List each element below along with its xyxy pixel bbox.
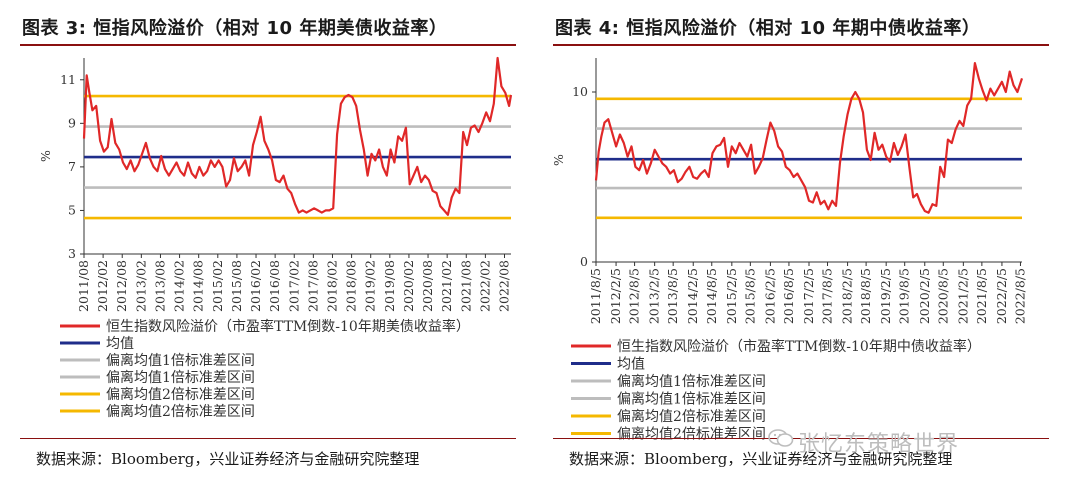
x-tick-label: 2016/8/5 — [781, 268, 796, 324]
x-tick-label: 2021/08 — [458, 260, 473, 312]
source-note: 数据来源：Bloomberg，兴业证券经济与金融研究院整理 — [569, 450, 953, 468]
x-tick-label: 2013/08 — [152, 260, 167, 312]
x-tick-label: 2022/02 — [477, 260, 492, 312]
legend-label: 偏离均值1倍标准差区间 — [617, 373, 766, 390]
x-tick-label: 2017/08 — [305, 260, 320, 312]
x-tick-label: 2015/08 — [229, 260, 244, 312]
title-divider — [20, 44, 516, 46]
x-tick-label: 2016/02 — [248, 260, 263, 312]
chart-title: 图表 4: 恒指风险溢价（相对 10 年期中债收益率） — [555, 18, 981, 39]
x-tick-label: 2015/02 — [210, 260, 225, 312]
y-axis-label: % — [38, 150, 53, 162]
risk-premium-line — [82, 56, 513, 216]
watermark: 张忆东策略世界 — [798, 432, 960, 457]
x-tick-label: 2018/8/5 — [858, 268, 873, 324]
x-tick-label: 2012/08 — [114, 260, 129, 312]
x-tick-label: 2014/2/5 — [685, 268, 700, 324]
y-tick-label: 7 — [68, 159, 76, 174]
x-tick-label: 2015/8/5 — [742, 268, 757, 324]
x-tick-label: 2020/8/5 — [935, 268, 950, 324]
x-tick-label: 2020/08 — [420, 260, 435, 312]
chart-panel-left: 图表 3: 恒指风险溢价（相对 10 年期美债收益率） 3 5 7 9 11% 2011/… — [20, 18, 516, 468]
x-tick-label: 2014/8/5 — [704, 268, 719, 324]
y-axis-label: % — [551, 154, 566, 166]
legend-label: 偏离均值1倍标准差区间 — [106, 369, 255, 386]
x-tick-label: 2022/8/5 — [1012, 268, 1027, 324]
legend-label: 偏离均值2倍标准差区间 — [617, 408, 766, 425]
source-divider — [20, 438, 516, 439]
x-tick-label: 2017/2/5 — [801, 268, 816, 324]
x-tick-label: 2018/02 — [324, 260, 339, 312]
x-tick-label: 2016/08 — [267, 260, 282, 312]
x-tick-label: 2021/8/5 — [974, 268, 989, 324]
x-tick-label: 2012/02 — [95, 260, 110, 312]
x-tick-label: 2022/08 — [497, 260, 512, 312]
legend-label: 恒生指数风险溢价（市盈率TTM倒数-10年期美债收益率） — [106, 318, 470, 335]
y-tick-label: 0 — [580, 254, 588, 269]
legend-label: 均值 — [106, 336, 134, 352]
legend-label: 偏离均值2倍标准差区间 — [106, 386, 255, 403]
chart-svg-left: 3 5 7 9 11% 2011/08 2012/02 2012/08 2013/02 2013/… — [38, 56, 513, 420]
wechat-icon — [768, 429, 794, 447]
x-tick-label: 2018/08 — [344, 260, 359, 312]
x-tick-label: 2019/8/5 — [897, 268, 912, 324]
y-tick-label: 9 — [68, 115, 76, 130]
x-tick-label: 2018/2/5 — [840, 268, 855, 324]
legend-label: 均值 — [617, 357, 645, 373]
legend-label: 偏离均值2倍标准差区间 — [617, 426, 766, 443]
y-tick-label: 11 — [60, 72, 76, 87]
x-tick-label: 2016/2/5 — [762, 268, 777, 324]
x-tick-label: 2019/02 — [363, 260, 378, 312]
chart-panel-right: 图表 4: 恒指风险溢价（相对 10 年期中债收益率） 0 10% 2011/8/5… — [533, 0, 1066, 489]
y-tick-label: 5 — [68, 202, 76, 217]
x-tick-label: 2014/08 — [191, 260, 206, 312]
x-tick-label: 2014/02 — [172, 260, 187, 312]
chart-title: 图表 3: 恒指风险溢价（相对 10 年期美债收益率） — [22, 18, 448, 39]
x-tick-label: 2013/02 — [133, 260, 148, 312]
risk-premium-line — [594, 61, 1024, 214]
x-tick-label: 2017/8/5 — [820, 268, 835, 324]
x-tick-label: 2013/8/5 — [665, 268, 680, 324]
title-divider — [553, 44, 1049, 46]
chart-svg-right: 0 10% 2011/8/5 2012/2/5 2012/8/5 2013/2/5 2013… — [551, 58, 1027, 443]
x-tick-label: 2012/2/5 — [608, 268, 623, 324]
x-tick-label: 2017/02 — [286, 260, 301, 312]
y-tick-label: 3 — [68, 246, 76, 261]
x-tick-label: 2019/2/5 — [878, 268, 893, 324]
y-tick-label: 10 — [572, 84, 588, 99]
source-note: 数据来源：Bloomberg，兴业证券经济与金融研究院整理 — [36, 450, 420, 468]
x-tick-label: 2021/2/5 — [955, 268, 970, 324]
x-tick-label: 2015/2/5 — [724, 268, 739, 324]
x-tick-label: 2013/2/5 — [647, 268, 662, 324]
source-divider — [553, 438, 1049, 439]
legend-label: 偏离均值1倍标准差区间 — [617, 391, 766, 408]
x-tick-label: 2012/8/5 — [627, 268, 642, 324]
x-tick-label: 2019/08 — [382, 260, 397, 312]
legend-label: 恒生指数风险溢价（市盈率TTM倒数-10年期中债收益率） — [617, 338, 981, 355]
x-tick-label: 2020/02 — [401, 260, 416, 312]
legend-label: 偏离均值2倍标准差区间 — [106, 403, 255, 420]
x-tick-label: 2021/02 — [439, 260, 454, 312]
x-tick-label: 2011/08 — [76, 260, 91, 312]
x-tick-label: 2011/8/5 — [588, 268, 603, 324]
x-tick-label: 2020/2/5 — [917, 268, 932, 324]
x-tick-label: 2022/2/5 — [994, 268, 1009, 324]
legend-label: 偏离均值1倍标准差区间 — [106, 352, 255, 369]
